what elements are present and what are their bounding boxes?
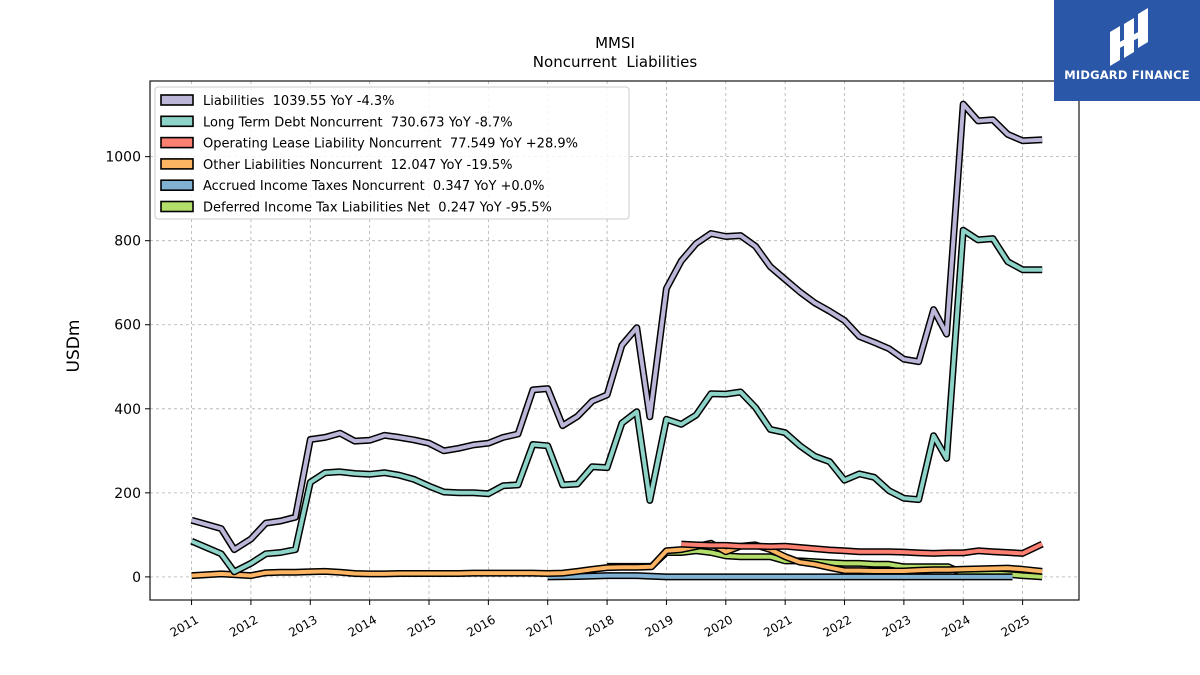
legend-swatch — [160, 179, 194, 191]
x-tick-label: 2025 — [999, 612, 1032, 639]
series-line-other-liabilities-noncurrent — [191, 541, 1043, 578]
legend-entry-label: Operating Lease Liability Noncurrent 77.… — [203, 137, 578, 152]
y-tick-label: 0 — [132, 570, 141, 586]
x-tick-label: 2021 — [761, 612, 794, 639]
legend-entry-label: Long Term Debt Noncurrent 730.673 YoY -8… — [203, 115, 513, 130]
series-line-long-term-debt-noncurrent — [190, 228, 1043, 574]
series-line-operating-lease-liability-noncurrent — [681, 542, 1044, 556]
logo-mark-icon — [1110, 8, 1148, 66]
y-axis-label: USDm — [64, 320, 84, 373]
legend-box — [154, 86, 630, 220]
y-tick-label: 1000 — [105, 150, 141, 166]
x-tick-label: 2019 — [642, 612, 675, 639]
x-tick-label: 2015 — [405, 612, 438, 639]
legend-swatch — [160, 115, 194, 128]
legend-swatch — [160, 158, 194, 170]
legend-swatch — [160, 136, 194, 149]
y-tick-label: 200 — [114, 486, 141, 502]
series-line-liabilities — [191, 102, 1043, 552]
x-tick-label: 2011 — [168, 612, 201, 639]
legend-entry-label: Deferred Income Tax Liabilities Net 0.24… — [203, 201, 552, 216]
legend-swatch — [160, 200, 194, 213]
series-outline-long-term-debt-noncurrent — [190, 226, 1043, 576]
series-line-accrued-income-taxes-noncurrent — [547, 573, 1013, 579]
x-tick-label: 2012 — [227, 612, 260, 639]
x-tick-label: 2023 — [880, 612, 913, 639]
legend-entry-label: Liabilities 1039.55 YoY -4.3% — [203, 94, 395, 109]
series-lines — [190, 100, 1044, 581]
y-tick-label: 400 — [114, 402, 141, 418]
x-tick-label: 2013 — [286, 612, 319, 639]
chart-title: MMSI — [595, 34, 635, 52]
x-tick-label: 2024 — [939, 612, 972, 639]
legend-entry-label: Accrued Income Taxes Noncurrent 0.347 Yo… — [203, 179, 544, 194]
x-tick-label: 2014 — [346, 612, 379, 639]
legend: Liabilities 1039.55 YoY -4.3% Long Term D… — [154, 86, 630, 220]
x-tick-label: 2016 — [464, 612, 497, 639]
x-tick-label: 2022 — [821, 612, 854, 639]
y-tick-label: 600 — [114, 318, 141, 334]
chart-subtitle: Noncurrent Liabilities — [533, 53, 698, 71]
legend-entry-label: Other Liabilities Noncurrent 12.047 YoY … — [203, 158, 513, 173]
logo-text: MIDGARD FINANCE — [1064, 68, 1190, 82]
x-tick-label: 2020 — [702, 612, 735, 639]
x-tick-label: 2017 — [524, 612, 557, 639]
midgard-finance-logo: MIDGARD FINANCE — [1054, 0, 1200, 101]
legend-swatch — [160, 94, 194, 106]
plot-frame — [149, 80, 1080, 601]
y-tick-label: 800 — [114, 234, 141, 250]
x-tick-label: 2018 — [583, 612, 616, 639]
